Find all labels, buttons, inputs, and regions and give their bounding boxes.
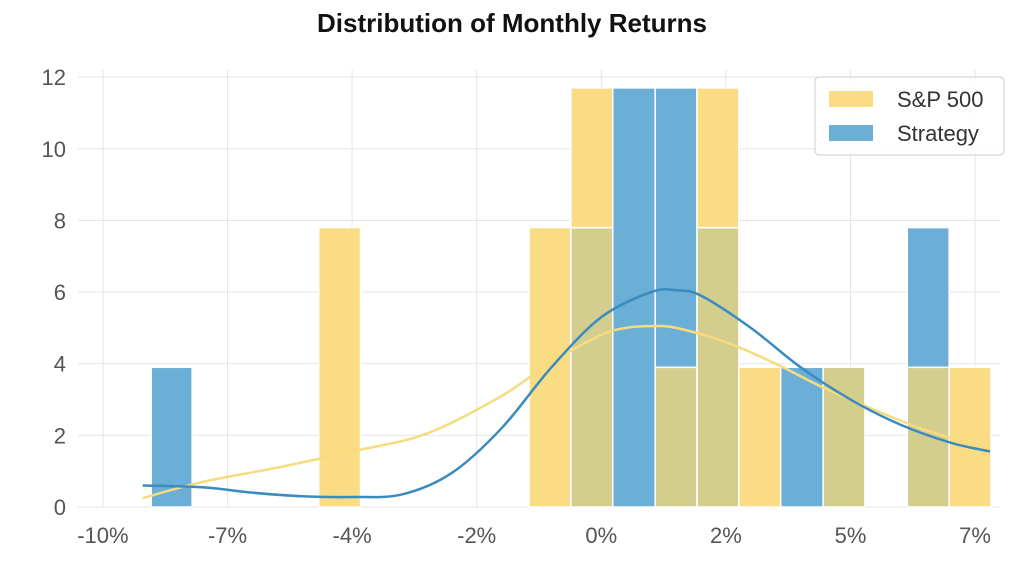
kde-curves bbox=[142, 288, 991, 500]
strategy-bar bbox=[779, 366, 824, 508]
legend-label-strategy: Strategy bbox=[897, 121, 979, 146]
x-tick-label: -7% bbox=[208, 523, 247, 548]
x-tick-label: -4% bbox=[333, 523, 372, 548]
chart-title: Distribution of Monthly Returns bbox=[317, 8, 707, 38]
x-tick-label: 7% bbox=[959, 523, 991, 548]
legend-swatch-strategy bbox=[829, 125, 873, 141]
x-tick-label: -10% bbox=[77, 523, 128, 548]
y-tick-label: 4 bbox=[54, 352, 66, 377]
sp500-kde-line bbox=[142, 324, 991, 500]
overlap-bar bbox=[570, 226, 614, 508]
strategy-bar bbox=[150, 366, 193, 508]
overlap-bar bbox=[822, 366, 866, 508]
strategy-bar bbox=[612, 87, 656, 508]
y-tick-label: 0 bbox=[54, 495, 66, 520]
y-tick-label: 8 bbox=[54, 208, 66, 233]
y-tick-label: 12 bbox=[42, 65, 66, 90]
sp500-bar bbox=[696, 87, 740, 229]
overlap-bar bbox=[654, 366, 698, 508]
bars-layer bbox=[150, 87, 992, 508]
sp500-bar bbox=[570, 87, 614, 229]
sp500-bar bbox=[738, 366, 782, 508]
strategy-bar bbox=[906, 226, 950, 369]
axis-ticks: 0 2 4 6 8 10 12 -10% -7% -4% -2% 0% 2% 5% 7% bbox=[42, 65, 991, 548]
overlap-bar bbox=[696, 226, 740, 508]
strategy-bar bbox=[654, 87, 698, 369]
y-tick-label: 2 bbox=[54, 423, 66, 448]
legend-label-sp500: S&P 500 bbox=[897, 87, 983, 112]
legend-swatch-sp500 bbox=[829, 91, 873, 107]
legend: S&P 500 Strategy bbox=[814, 76, 1005, 156]
overlap-bar bbox=[906, 366, 950, 508]
y-tick-label: 10 bbox=[42, 137, 66, 162]
sp500-bar bbox=[317, 226, 362, 508]
y-tick-label: 6 bbox=[54, 280, 66, 305]
sp500-bar bbox=[948, 366, 992, 508]
x-tick-label: 2% bbox=[710, 523, 742, 548]
strategy-kde-line bbox=[142, 288, 991, 499]
x-tick-label: 0% bbox=[585, 523, 617, 548]
x-tick-label: -2% bbox=[457, 523, 496, 548]
x-tick-label: 5% bbox=[835, 523, 867, 548]
